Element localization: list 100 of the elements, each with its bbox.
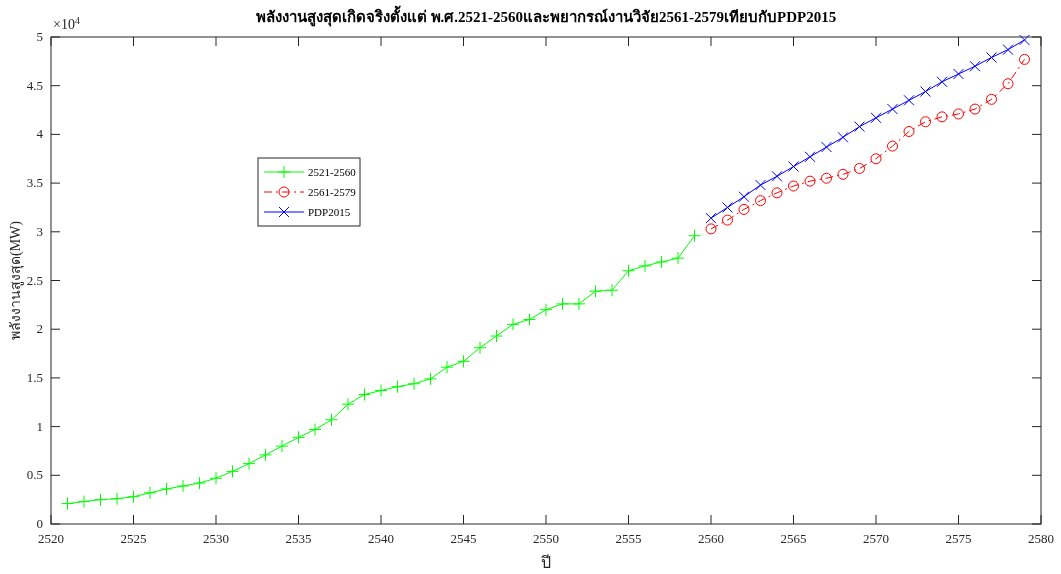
point bbox=[77, 495, 91, 509]
point bbox=[903, 94, 915, 106]
x-tick-label: 2560 bbox=[698, 531, 724, 546]
point bbox=[936, 111, 948, 123]
point bbox=[605, 283, 619, 297]
x-tick-label: 2525 bbox=[120, 531, 147, 546]
y-tick-label: 3.5 bbox=[26, 175, 43, 191]
point bbox=[358, 387, 371, 401]
x-tick-label: 2550 bbox=[533, 531, 559, 546]
point bbox=[755, 179, 766, 191]
point bbox=[920, 86, 931, 98]
point bbox=[854, 121, 865, 133]
legend-label: PDP2015 bbox=[308, 206, 351, 218]
point bbox=[94, 493, 107, 507]
point bbox=[854, 162, 865, 174]
point bbox=[986, 93, 997, 105]
point bbox=[705, 223, 717, 235]
point bbox=[341, 397, 355, 411]
point bbox=[292, 430, 305, 444]
x-tick-label: 2570 bbox=[863, 531, 889, 546]
x-tick-label: 2545 bbox=[450, 531, 477, 546]
point bbox=[887, 140, 898, 152]
x-tick-label: 2565 bbox=[780, 531, 807, 546]
point bbox=[127, 490, 140, 504]
point bbox=[556, 297, 569, 311]
y-tick-label: 3 bbox=[36, 223, 43, 239]
chart-title: พลังงานสูงสุดเกิดจริงตั้งแต่ พ.ศ.2521-2560และพยากรณ์งานวิจัย2561-2579เทียบกับPDP2015 bbox=[255, 5, 837, 27]
x-tick-label: 2535 bbox=[285, 531, 312, 546]
x-tick-label: 2540 bbox=[368, 531, 394, 546]
point bbox=[986, 51, 997, 63]
point bbox=[969, 60, 981, 72]
point bbox=[671, 251, 685, 265]
point bbox=[539, 303, 553, 317]
point bbox=[572, 297, 586, 311]
point bbox=[887, 103, 898, 115]
point bbox=[953, 108, 964, 120]
x-tick-label: 2530 bbox=[203, 531, 229, 546]
point bbox=[490, 329, 503, 343]
point bbox=[589, 284, 602, 298]
point bbox=[722, 201, 733, 213]
point bbox=[242, 457, 256, 471]
point bbox=[655, 255, 668, 269]
point bbox=[837, 131, 849, 143]
x-tick-label: 2520 bbox=[38, 531, 64, 546]
point bbox=[804, 175, 816, 187]
point bbox=[771, 170, 783, 182]
point bbox=[407, 377, 421, 391]
point bbox=[903, 125, 915, 137]
point bbox=[160, 482, 173, 496]
point bbox=[738, 203, 750, 215]
point bbox=[374, 384, 388, 398]
point bbox=[176, 479, 190, 493]
point bbox=[523, 312, 536, 326]
point bbox=[1019, 34, 1030, 46]
point bbox=[920, 116, 931, 128]
point bbox=[722, 214, 733, 226]
point bbox=[688, 229, 701, 243]
y-axis-title: พลังงานสูงสุด(MW) bbox=[8, 220, 24, 340]
point bbox=[705, 212, 717, 224]
point bbox=[870, 112, 882, 124]
point bbox=[506, 317, 520, 331]
point bbox=[473, 341, 487, 355]
point bbox=[1019, 53, 1030, 65]
point bbox=[638, 259, 652, 273]
point bbox=[936, 76, 948, 88]
point bbox=[821, 141, 832, 153]
point bbox=[193, 476, 206, 490]
legend-label: 2561-2579 bbox=[308, 186, 357, 198]
y-tick-label: 4 bbox=[36, 126, 44, 142]
point bbox=[325, 413, 338, 427]
point bbox=[821, 172, 832, 184]
point bbox=[61, 497, 74, 511]
y-tick-label: 5 bbox=[36, 29, 43, 44]
point bbox=[738, 191, 750, 203]
x-tick-label: 2580 bbox=[1028, 531, 1054, 546]
x-tick-label: 2555 bbox=[615, 531, 642, 546]
point bbox=[391, 380, 404, 394]
point bbox=[953, 68, 964, 80]
point bbox=[870, 153, 882, 165]
point bbox=[755, 195, 766, 207]
point bbox=[259, 448, 272, 462]
point bbox=[969, 103, 981, 115]
y-tick-label: 1.5 bbox=[26, 369, 43, 385]
y-tick-label: 0.5 bbox=[26, 467, 43, 483]
point bbox=[1002, 44, 1014, 56]
text: ×10$^{4}$ bbox=[53, 14, 80, 32]
point bbox=[837, 168, 849, 180]
y-tick-label: 1 bbox=[36, 418, 43, 434]
point bbox=[1002, 78, 1014, 90]
point bbox=[788, 180, 799, 192]
y-tick-label: 2.5 bbox=[26, 272, 43, 288]
y-tick-label: 0 bbox=[36, 516, 43, 531]
point bbox=[622, 264, 635, 278]
point bbox=[804, 151, 816, 163]
x-tick-label: 2575 bbox=[945, 531, 972, 546]
legend-label: 2521-2560 bbox=[308, 166, 357, 178]
point bbox=[308, 423, 322, 437]
point bbox=[143, 486, 157, 500]
y-tick-label: 2 bbox=[36, 321, 43, 337]
point bbox=[440, 360, 454, 374]
